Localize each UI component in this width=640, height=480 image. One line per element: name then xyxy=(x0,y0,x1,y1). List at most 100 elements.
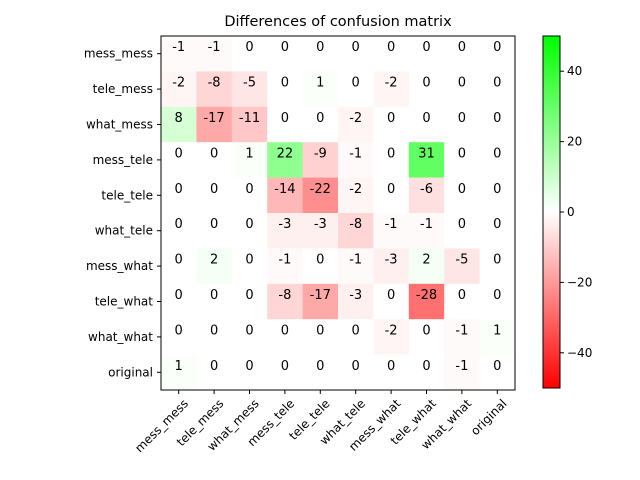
heatmap-cell xyxy=(231,213,268,249)
cell-value-label: 0 xyxy=(210,217,218,232)
colorbar-tick-label: 20 xyxy=(567,135,582,149)
heatmap-cell xyxy=(231,283,268,320)
heatmap-cell xyxy=(373,283,410,320)
heatmap-cell xyxy=(196,177,233,214)
cell-value-label: 0 xyxy=(175,146,183,161)
heatmap-cell xyxy=(338,319,374,355)
heatmap-cell xyxy=(373,142,410,178)
cell-value-label: -2 xyxy=(385,323,398,338)
cell-value-label: 0 xyxy=(245,359,253,374)
cell-value-label: 0 xyxy=(281,359,289,374)
heatmap-cell xyxy=(267,319,303,355)
cell-value-label: 0 xyxy=(281,323,289,338)
heatmap-cell xyxy=(444,71,480,108)
colorbar xyxy=(542,35,561,389)
cell-value-label: 0 xyxy=(175,323,183,338)
heatmap-cell xyxy=(408,248,445,285)
heatmap-cell xyxy=(373,319,410,355)
cell-value-label: -8 xyxy=(349,217,362,232)
cell-value-label: 2 xyxy=(210,253,218,268)
cell-value-label: 0 xyxy=(493,146,501,161)
cell-value-label: -8 xyxy=(278,288,291,303)
cell-value-label: -1 xyxy=(208,40,221,55)
cell-value-label: 0 xyxy=(422,76,430,91)
heatmap-cell xyxy=(267,354,303,391)
colorbar-tick-label: 0 xyxy=(567,205,575,219)
y-tick-label: mess_what xyxy=(86,259,153,273)
cell-value-label: 0 xyxy=(245,253,253,268)
y-tick-label: mess_mess xyxy=(84,47,153,61)
colorbar-tick-label: −20 xyxy=(567,275,592,289)
heatmap-cell xyxy=(444,213,480,249)
heatmap-cell xyxy=(231,36,268,72)
heatmap-cell xyxy=(161,283,197,320)
heatmap-cell xyxy=(302,213,339,249)
cell-value-label: -1 xyxy=(455,323,468,338)
heatmap-cell xyxy=(373,177,410,214)
y-tick-label: mess_tele xyxy=(93,153,153,167)
cell-value-label: 0 xyxy=(245,288,253,303)
cell-value-label: -1 xyxy=(349,253,362,268)
plot-frame xyxy=(160,35,516,391)
heatmap-cell xyxy=(302,283,339,320)
cell-value-label: -6 xyxy=(420,182,433,197)
cell-value-label: 0 xyxy=(210,288,218,303)
cell-value-label: 0 xyxy=(493,182,501,197)
cell-value-label: -2 xyxy=(349,182,362,197)
heatmap-cell xyxy=(196,319,233,355)
cell-value-label: 0 xyxy=(493,253,501,268)
heatmap-cell xyxy=(479,248,516,285)
heatmap-cell xyxy=(161,106,197,143)
heatmap-cell xyxy=(444,106,480,143)
heatmap-cell xyxy=(161,177,197,214)
cell-value-label: -1 xyxy=(455,359,468,374)
cell-value-label: 0 xyxy=(458,76,466,91)
heatmap-cell xyxy=(231,354,268,391)
heatmap-cell xyxy=(267,248,303,285)
heatmap-cell xyxy=(444,36,480,72)
heatmap-cell xyxy=(161,36,197,72)
cell-value-label: 1 xyxy=(316,76,324,91)
heatmap-cell xyxy=(161,319,197,355)
colorbar-ticks: 40 20 0 −20 −40 xyxy=(560,64,592,360)
cell-value-label: 0 xyxy=(493,217,501,232)
heatmap-cell xyxy=(338,177,374,214)
cell-value-label: 0 xyxy=(352,359,360,374)
heatmap-cell xyxy=(373,248,410,285)
cell-value-label: 0 xyxy=(458,182,466,197)
heatmap-cells xyxy=(161,36,516,391)
heatmap-cell xyxy=(302,177,339,214)
heatmap-cell xyxy=(231,106,268,143)
cell-value-label: 0 xyxy=(281,40,289,55)
y-tick-label: what_tele xyxy=(95,224,153,238)
heatmap-cell xyxy=(444,319,480,355)
heatmap-cell xyxy=(444,248,480,285)
cell-value-label: 0 xyxy=(175,253,183,268)
cell-value-label: -2 xyxy=(385,76,398,91)
y-axis-ticks: mess_mess tele_mess what_mess mess_teletele… xyxy=(84,47,161,379)
heatmap-cell xyxy=(408,213,445,249)
cell-value-label: 0 xyxy=(245,217,253,232)
heatmap-cell xyxy=(338,248,374,285)
heatmap-cell xyxy=(302,354,339,391)
heatmap-cell xyxy=(338,213,374,249)
cell-value-label: 0 xyxy=(458,217,466,232)
heatmap-cell xyxy=(267,106,303,143)
cell-value-label: 0 xyxy=(316,40,324,55)
cell-value-label: 0 xyxy=(210,182,218,197)
cell-value-label: 0 xyxy=(387,40,395,55)
cell-value-label: -5 xyxy=(243,76,256,91)
heatmap-cell xyxy=(338,142,374,178)
heatmap-cell xyxy=(408,283,445,320)
cell-value-label: 0 xyxy=(387,288,395,303)
heatmap-cell xyxy=(302,319,339,355)
heatmap-cell xyxy=(408,142,445,178)
cell-value-label: 0 xyxy=(493,288,501,303)
cell-value-label: -28 xyxy=(416,288,437,303)
x-axis-ticks: mess_messtele_messwhat_messmess_teletele… xyxy=(132,390,510,455)
cell-value-label: -2 xyxy=(172,76,185,91)
cell-value-label: 0 xyxy=(316,359,324,374)
cell-value-label: 0 xyxy=(493,40,501,55)
y-tick-label: original xyxy=(108,365,153,379)
